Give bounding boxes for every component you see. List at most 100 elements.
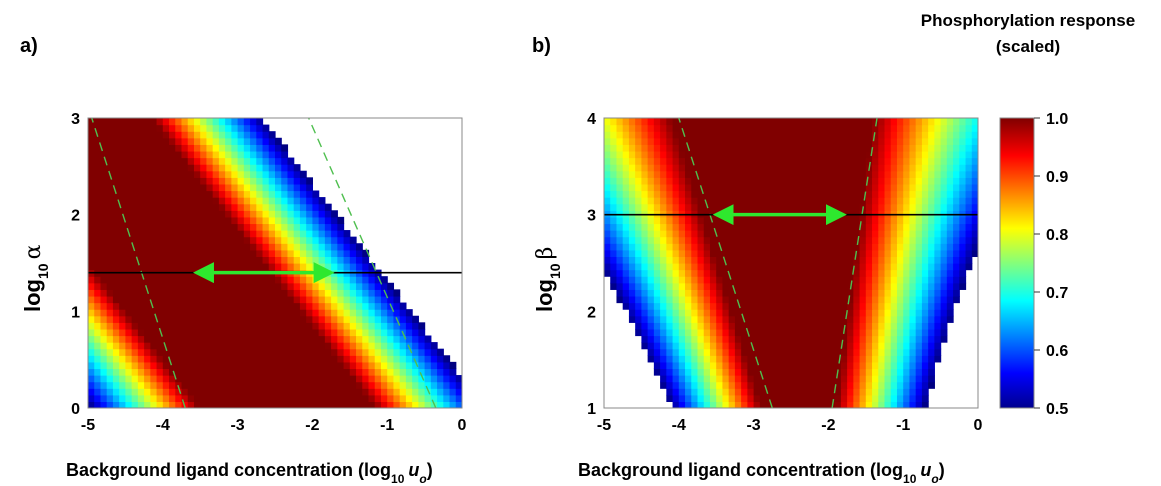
heatmap-cell (356, 342, 363, 350)
heatmap-cell (890, 210, 898, 218)
heatmap-cell (753, 170, 761, 178)
heatmap-cell (666, 315, 674, 323)
heatmap-cell (262, 282, 270, 290)
heatmap-cell (641, 164, 649, 172)
heatmap-cell (299, 361, 307, 370)
heatmap-cell (747, 236, 755, 244)
heatmap-cell (909, 150, 917, 159)
heatmap-cell (778, 256, 786, 264)
heatmap-cell (778, 197, 786, 205)
heatmap-cell (709, 230, 717, 238)
heatmap-cell (934, 118, 942, 126)
heatmap-cell (784, 328, 792, 337)
heatmap-cell (374, 361, 382, 370)
heatmap-cell (934, 263, 942, 271)
heatmap-cell (828, 302, 836, 310)
heatmap-cell (847, 302, 854, 310)
heatmap-cell (691, 137, 699, 145)
heatmap-cell (709, 131, 717, 139)
heatmap-cell (741, 295, 748, 304)
heatmap-cell (791, 223, 798, 231)
heatmap-cell (672, 295, 680, 304)
heatmap-cell (647, 243, 655, 251)
heatmap-cell (853, 230, 861, 238)
heatmap-cell (324, 295, 332, 304)
heatmap-cell (393, 355, 401, 363)
heatmap-cell (218, 375, 226, 383)
heatmap-cell (106, 118, 114, 126)
heatmap-cell (697, 302, 705, 310)
heatmap-cell (865, 243, 873, 251)
heatmap-cell (678, 295, 686, 304)
heatmap-cell (418, 335, 426, 343)
heatmap-cell (903, 348, 911, 356)
heatmap-cell (175, 150, 183, 159)
heatmap-cell (187, 315, 195, 323)
heatmap-cell (859, 302, 867, 310)
heatmap-cell (187, 170, 195, 178)
heatmap-cell (728, 276, 736, 284)
heatmap-cell (628, 243, 636, 251)
heatmap-cell (206, 309, 214, 317)
heatmap-cell (653, 118, 661, 126)
heatmap-cell (753, 118, 761, 126)
heatmap-cell (734, 394, 742, 403)
heatmap-cell (374, 282, 382, 290)
heatmap-cell (324, 243, 332, 251)
heatmap-cell (672, 243, 680, 251)
heatmap-cell (878, 118, 886, 126)
heatmap-cell (791, 282, 798, 290)
heatmap-cell (218, 230, 226, 238)
heatmap-cell (859, 118, 867, 126)
heatmap-cell (709, 269, 717, 277)
heatmap-cell (187, 342, 195, 350)
heatmap-cell (337, 302, 345, 310)
heatmap-cell (131, 309, 139, 317)
heatmap-cell (697, 355, 705, 363)
heatmap-cell (243, 289, 251, 297)
heatmap-cell (778, 236, 786, 244)
heatmap-cell (175, 368, 183, 376)
heatmap-cell (734, 177, 742, 185)
heatmap-cell (666, 118, 674, 126)
heatmap-cell (200, 249, 208, 258)
heatmap-cell (349, 328, 357, 337)
heatmap-cell (380, 328, 388, 337)
heatmap-cell (622, 131, 630, 139)
heatmap-cell (610, 230, 618, 238)
heatmap-cell (175, 243, 183, 251)
heatmap-cell (915, 315, 923, 323)
heatmap-cell (635, 210, 642, 218)
heatmap-cell (834, 249, 842, 258)
heatmap-cell (753, 243, 761, 251)
heatmap-cell (610, 243, 618, 251)
heatmap-cell (903, 144, 911, 152)
heatmap-cell (803, 223, 811, 231)
heatmap-cell (331, 381, 338, 389)
heatmap-cell (678, 157, 686, 165)
heatmap-cell (218, 137, 226, 145)
heatmap-cell (187, 190, 195, 198)
heatmap-cell (834, 236, 842, 244)
heatmap-cell (231, 183, 239, 192)
heatmap-cell (256, 137, 264, 145)
heatmap-cell (318, 355, 326, 363)
heatmap-cell (262, 394, 270, 403)
heatmap-cell (803, 309, 811, 317)
heatmap-cell (921, 361, 929, 370)
heatmap-cell (647, 315, 655, 323)
heatmap-cell (691, 263, 699, 271)
heatmap-cell (193, 249, 201, 258)
heatmap-cell (809, 328, 817, 337)
heatmap-cell (318, 282, 326, 290)
heatmap-cell (965, 249, 973, 258)
heatmap-cell (306, 256, 313, 264)
heatmap-cell (903, 335, 911, 343)
heatmap-cell (94, 263, 102, 271)
heatmap-cell (225, 131, 232, 139)
heatmap-cell (237, 177, 245, 185)
heatmap-cell (131, 124, 139, 132)
heatmap-cell (604, 256, 611, 264)
heatmap-cell (162, 381, 170, 389)
heatmap-cell (112, 131, 120, 139)
